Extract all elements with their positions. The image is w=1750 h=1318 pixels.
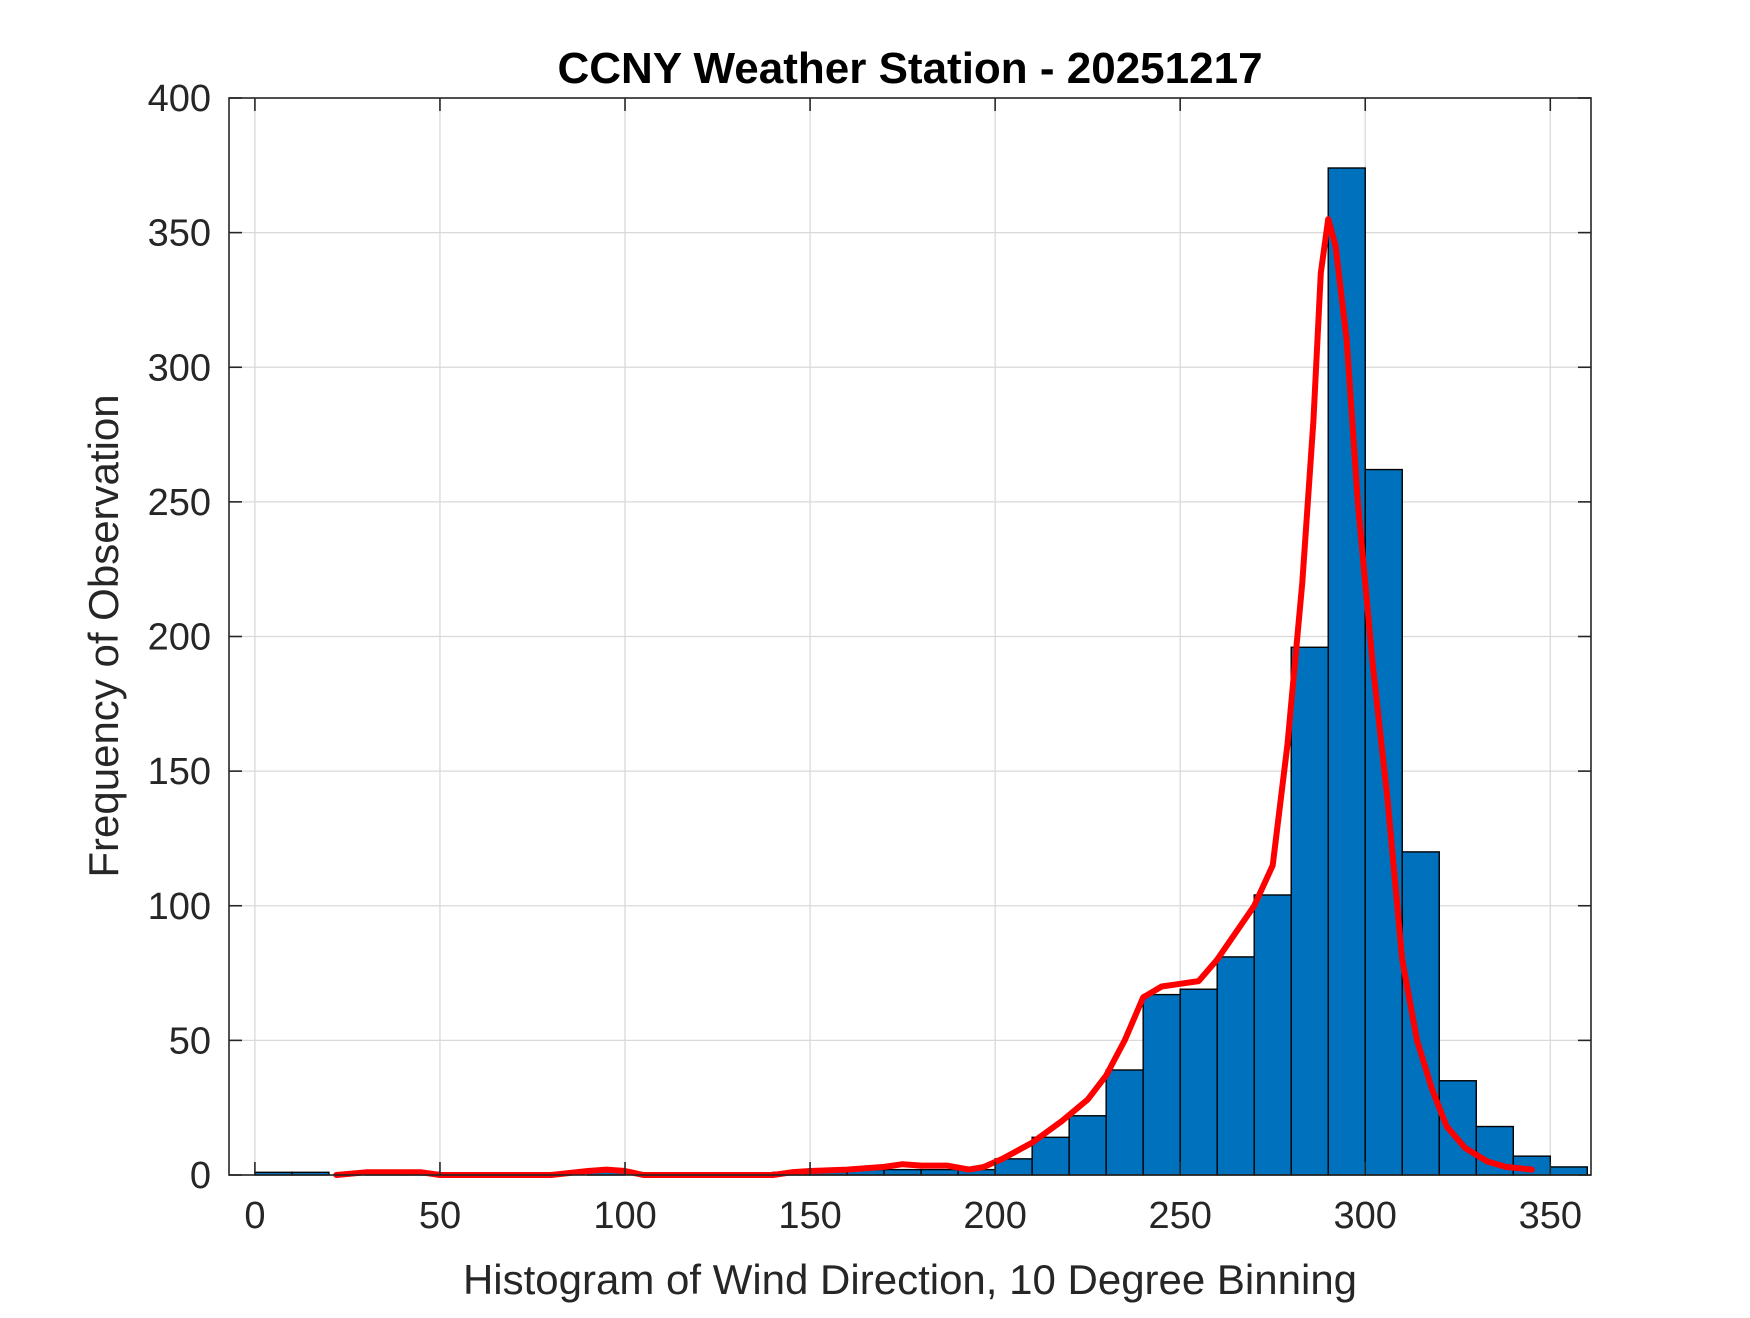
x-tick-label: 100	[593, 1195, 656, 1237]
histogram-bar	[920, 1168, 959, 1176]
y-tick-label: 400	[148, 78, 211, 120]
y-tick-label: 350	[148, 213, 211, 255]
histogram-bar	[1364, 468, 1403, 1176]
x-tick-label: 0	[244, 1195, 265, 1237]
x-tick-labels: 0 50 100 150 200 250 300 350	[244, 1195, 1582, 1237]
x-tick-label: 300	[1334, 1195, 1397, 1237]
y-tick-label: 200	[148, 617, 211, 659]
histogram-bar	[1105, 1069, 1144, 1176]
x-tick-label: 150	[778, 1195, 841, 1237]
histogram-bar	[1142, 993, 1181, 1176]
chart-title: CCNY Weather Station - 20251217	[557, 44, 1262, 93]
x-tick-label: 350	[1519, 1195, 1582, 1237]
histogram-bar	[1253, 894, 1292, 1176]
histogram-bar	[1290, 646, 1329, 1176]
y-tick-label: 250	[148, 482, 211, 524]
x-tick-label: 250	[1148, 1195, 1211, 1237]
histogram-bar	[883, 1168, 922, 1176]
histogram-bar	[1401, 851, 1440, 1176]
y-tick-label: 0	[190, 1155, 211, 1197]
histogram-bar	[1068, 1115, 1107, 1176]
y-tick-label: 150	[148, 751, 211, 793]
y-tick-label: 50	[169, 1020, 211, 1062]
tick-marks	[229, 97, 1591, 1176]
y-tick-labels: 0 50 100 150 200 250 300 350 400	[148, 78, 211, 1197]
x-tick-label: 200	[963, 1195, 1026, 1237]
histogram-bar	[1549, 1166, 1588, 1176]
fit-line-layer	[333, 216, 1535, 1178]
histogram-bar	[1216, 956, 1255, 1176]
y-tick-label: 100	[148, 886, 211, 928]
histogram-bar	[1179, 988, 1218, 1176]
y-axis-label: Frequency of Observation	[80, 394, 127, 877]
histogram-bar	[1031, 1136, 1070, 1176]
y-tick-label: 300	[148, 347, 211, 389]
fit-line	[333, 216, 1535, 1178]
x-axis-label: Histogram of Wind Direction, 10 Degree B…	[463, 1256, 1357, 1303]
x-tick-label: 50	[419, 1195, 461, 1237]
